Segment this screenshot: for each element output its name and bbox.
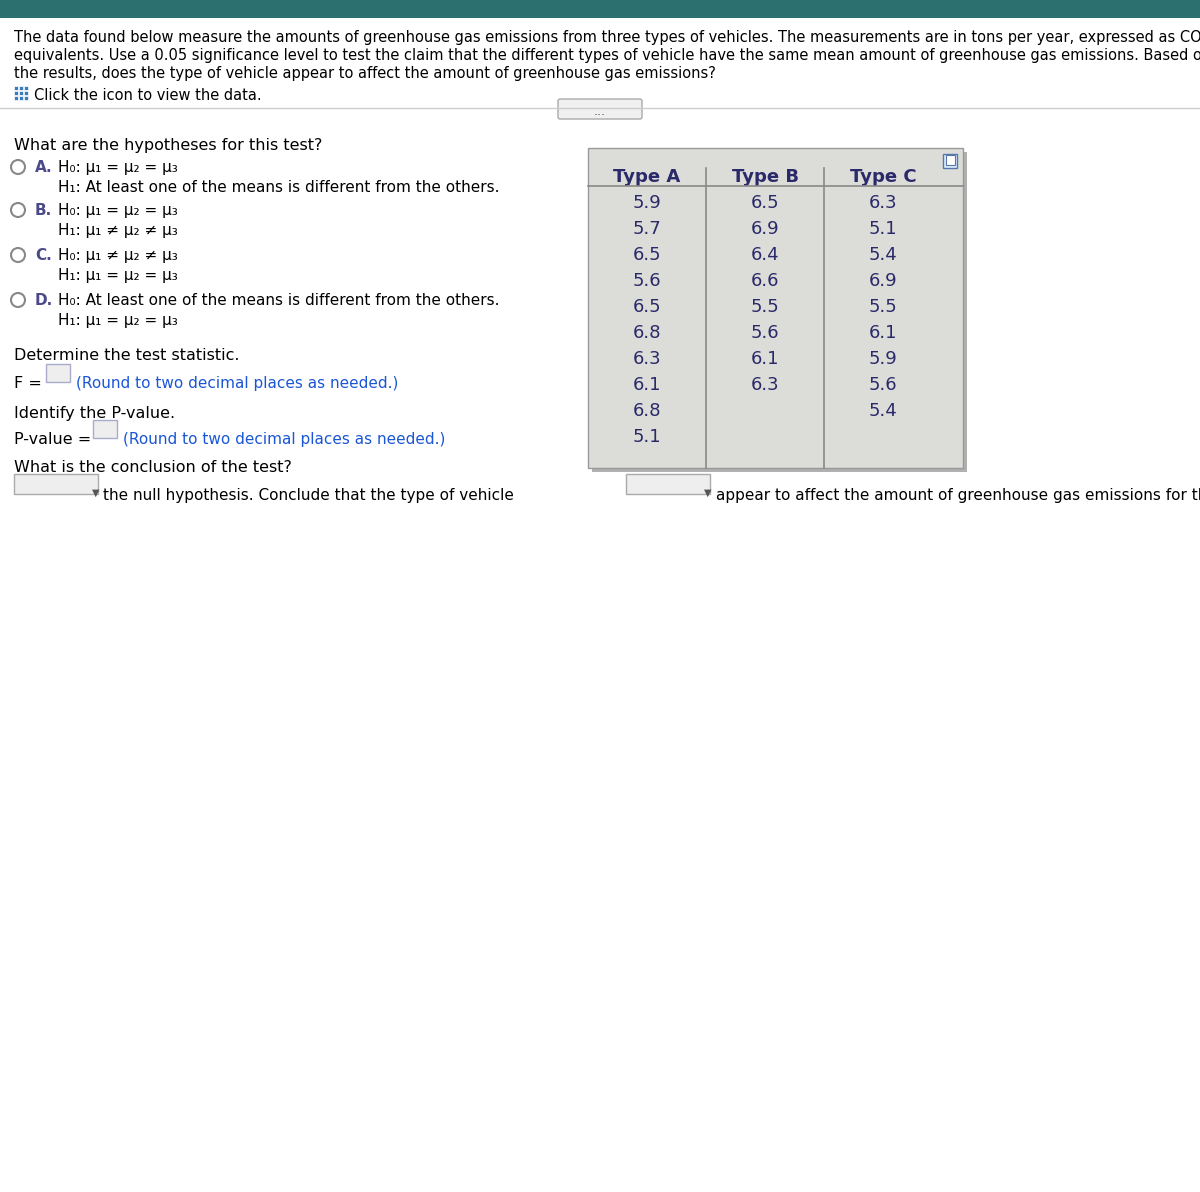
Text: 6.6: 6.6: [751, 272, 779, 290]
Text: H₀: μ₁ = μ₂ = μ₃: H₀: μ₁ = μ₂ = μ₃: [58, 203, 178, 218]
Text: H₁: μ₁ ≠ μ₂ ≠ μ₃: H₁: μ₁ ≠ μ₂ ≠ μ₃: [58, 223, 178, 238]
Bar: [14, 474, 98, 493]
Text: 5.5: 5.5: [869, 298, 898, 316]
Text: 6.5: 6.5: [632, 298, 661, 316]
Text: H₁: μ₁ = μ₂ = μ₃: H₁: μ₁ = μ₂ = μ₃: [58, 268, 178, 283]
Bar: [24, 91, 28, 95]
Text: Determine the test statistic.: Determine the test statistic.: [14, 348, 240, 364]
Text: Click the icon to view the data.: Click the icon to view the data.: [34, 88, 262, 103]
Text: H₀: At least one of the means is different from the others.: H₀: At least one of the means is differe…: [58, 293, 499, 308]
Text: What are the hypotheses for this test?: What are the hypotheses for this test?: [14, 138, 323, 153]
Text: the null hypothesis. Conclude that the type of vehicle: the null hypothesis. Conclude that the t…: [103, 488, 514, 503]
FancyBboxPatch shape: [558, 99, 642, 119]
Text: 6.3: 6.3: [751, 375, 779, 395]
Text: 5.6: 5.6: [869, 375, 898, 395]
Bar: [592, 153, 967, 472]
Text: 5.5: 5.5: [751, 298, 779, 316]
Text: H₀: μ₁ = μ₂ = μ₃: H₀: μ₁ = μ₂ = μ₃: [58, 160, 178, 175]
Text: 6.5: 6.5: [632, 246, 661, 263]
Text: 6.3: 6.3: [632, 350, 661, 368]
Bar: [94, 420, 118, 437]
Text: 6.1: 6.1: [869, 324, 898, 342]
Bar: [588, 148, 964, 468]
Text: (Round to two decimal places as needed.): (Round to two decimal places as needed.): [76, 375, 398, 391]
Text: 6.4: 6.4: [751, 246, 779, 263]
Text: 6.1: 6.1: [632, 375, 661, 395]
Text: C.: C.: [35, 248, 52, 263]
Text: 6.3: 6.3: [869, 194, 898, 212]
Text: 5.4: 5.4: [869, 246, 898, 263]
Text: 5.4: 5.4: [869, 402, 898, 420]
Text: 6.9: 6.9: [869, 272, 898, 290]
Text: What is the conclusion of the test?: What is the conclusion of the test?: [14, 460, 292, 474]
Text: Type C: Type C: [850, 168, 917, 186]
Text: (Round to two decimal places as needed.): (Round to two decimal places as needed.): [124, 432, 445, 447]
Bar: [24, 86, 28, 91]
Text: 5.9: 5.9: [632, 194, 661, 212]
Bar: [626, 474, 710, 493]
Text: 5.9: 5.9: [869, 350, 898, 368]
Bar: [0, 0, 1200, 18]
Text: H₁: At least one of the means is different from the others.: H₁: At least one of the means is differe…: [58, 180, 499, 195]
Text: ···: ···: [594, 108, 606, 122]
Bar: [14, 97, 18, 100]
Text: B.: B.: [35, 203, 53, 218]
Text: 5.7: 5.7: [632, 221, 661, 238]
Text: P-value =: P-value =: [14, 432, 96, 447]
Text: 5.1: 5.1: [869, 221, 898, 238]
Bar: [24, 97, 28, 100]
Text: A.: A.: [35, 160, 53, 175]
Text: 5.6: 5.6: [632, 272, 661, 290]
Text: 6.8: 6.8: [632, 324, 661, 342]
Bar: [19, 86, 23, 91]
Text: Identify the P-value.: Identify the P-value.: [14, 406, 175, 421]
Bar: [14, 91, 18, 95]
Text: F =: F =: [14, 375, 47, 391]
Text: Type A: Type A: [613, 168, 680, 186]
Text: D.: D.: [35, 293, 53, 308]
Text: ▼: ▼: [92, 488, 100, 498]
Text: 6.8: 6.8: [632, 402, 661, 420]
Bar: [14, 86, 18, 91]
Text: H₁: μ₁ = μ₂ = μ₃: H₁: μ₁ = μ₂ = μ₃: [58, 313, 178, 328]
Bar: [19, 97, 23, 100]
Text: appear to affect the amount of greenhouse gas emissions for these three types.: appear to affect the amount of greenhous…: [716, 488, 1200, 503]
Text: ▼: ▼: [704, 488, 712, 498]
Text: 6.9: 6.9: [751, 221, 779, 238]
Text: 5.1: 5.1: [632, 428, 661, 446]
Bar: [19, 91, 23, 95]
Text: H₀: μ₁ ≠ μ₂ ≠ μ₃: H₀: μ₁ ≠ μ₂ ≠ μ₃: [58, 248, 178, 263]
Text: 6.5: 6.5: [751, 194, 779, 212]
Text: Type B: Type B: [732, 168, 798, 186]
Text: equivalents. Use a 0.05 significance level to test the claim that the different : equivalents. Use a 0.05 significance lev…: [14, 48, 1200, 63]
Text: 5.6: 5.6: [751, 324, 779, 342]
Bar: [943, 154, 958, 168]
Text: the results, does the type of vehicle appear to affect the amount of greenhouse : the results, does the type of vehicle ap…: [14, 66, 716, 81]
Bar: [46, 364, 70, 381]
Text: 6.1: 6.1: [751, 350, 779, 368]
Bar: [946, 155, 955, 164]
Text: The data found below measure the amounts of greenhouse gas emissions from three : The data found below measure the amounts…: [14, 30, 1200, 45]
